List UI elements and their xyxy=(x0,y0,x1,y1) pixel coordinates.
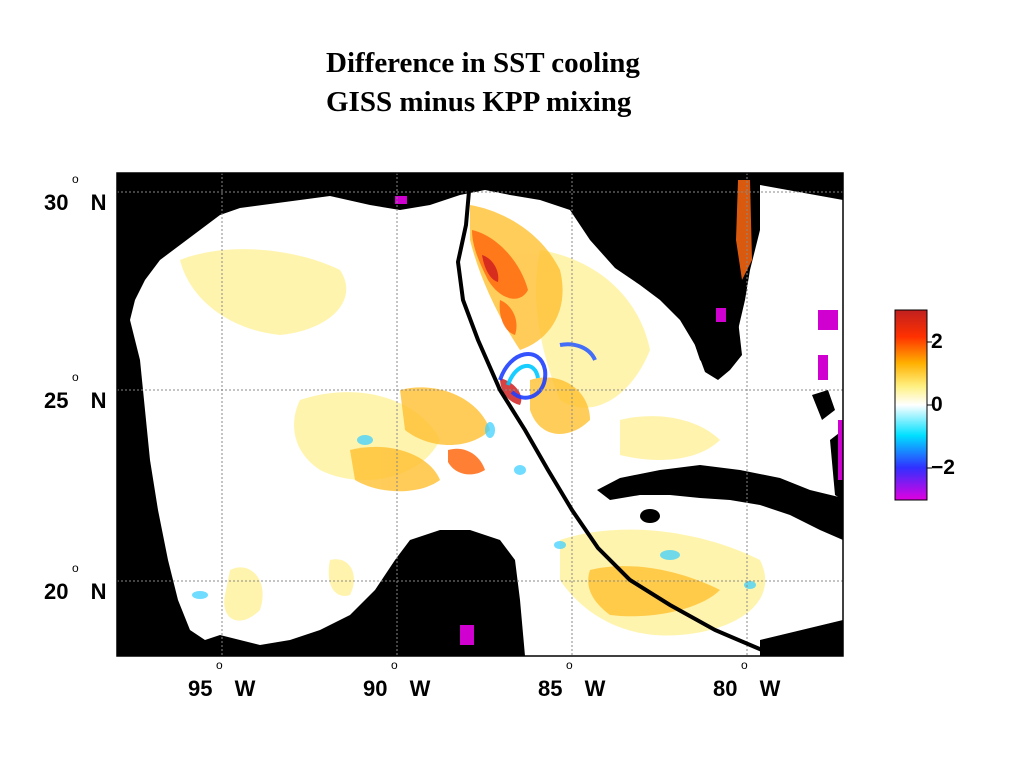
lat-label-25n: 25 o N xyxy=(44,370,107,414)
lat-hemisphere: N xyxy=(90,190,107,215)
land-masses xyxy=(117,173,843,656)
lon-hemisphere: W xyxy=(409,676,431,701)
lon-value: 95 xyxy=(188,676,213,701)
coastal-artifacts xyxy=(395,196,843,645)
title-line-2: GISS minus KPP mixing xyxy=(326,86,632,118)
lat-label-30n: 30 o N xyxy=(44,172,107,216)
lon-value: 90 xyxy=(363,676,388,701)
land-bahamas xyxy=(812,390,835,420)
lat-value: 20 xyxy=(44,579,69,604)
degree-symbol: o xyxy=(72,370,79,384)
lon-value: 85 xyxy=(538,676,563,701)
lon-label-95w: 95 o W xyxy=(188,658,256,702)
map-border xyxy=(116,172,844,657)
colorbar-label-2: 2 xyxy=(931,330,943,353)
lat-value: 25 xyxy=(44,388,69,413)
storm-track xyxy=(455,179,763,652)
lat-hemisphere: N xyxy=(90,579,107,604)
lon-hemisphere: W xyxy=(234,676,256,701)
degree-symbol: o xyxy=(72,172,79,186)
land-yucatan xyxy=(385,535,520,656)
lon-hemisphere: W xyxy=(584,676,606,701)
lon-hemisphere: W xyxy=(759,676,781,701)
degree-symbol: o xyxy=(216,658,223,672)
land-isle-of-youth xyxy=(640,509,660,523)
grid-lines xyxy=(117,173,843,656)
lat-hemisphere: N xyxy=(90,388,107,413)
lon-label-85w: 85 o W xyxy=(538,658,606,702)
lat-value: 30 xyxy=(44,190,69,215)
land-central-america xyxy=(760,620,843,656)
colorbar-label-0: 0 xyxy=(931,393,943,416)
degree-symbol: o xyxy=(741,658,748,672)
lat-label-20n: 20 o N xyxy=(44,561,107,605)
title-line-1: Difference in SST cooling xyxy=(326,47,640,79)
land-florida xyxy=(660,180,760,378)
lon-label-80w: 80 o W xyxy=(713,658,781,702)
colorbar-label-neg2: −2 xyxy=(931,456,955,479)
map-title: Difference in SST cooling GISS minus KPP… xyxy=(326,44,640,122)
lon-value: 80 xyxy=(713,676,738,701)
land-us-gulf-coast xyxy=(117,173,843,380)
degree-symbol: o xyxy=(391,658,398,672)
degree-symbol: o xyxy=(72,561,79,575)
colorbar xyxy=(894,309,928,501)
degree-symbol: o xyxy=(566,658,573,672)
lon-label-90w: 90 o W xyxy=(363,658,431,702)
land-cuba xyxy=(597,465,843,540)
